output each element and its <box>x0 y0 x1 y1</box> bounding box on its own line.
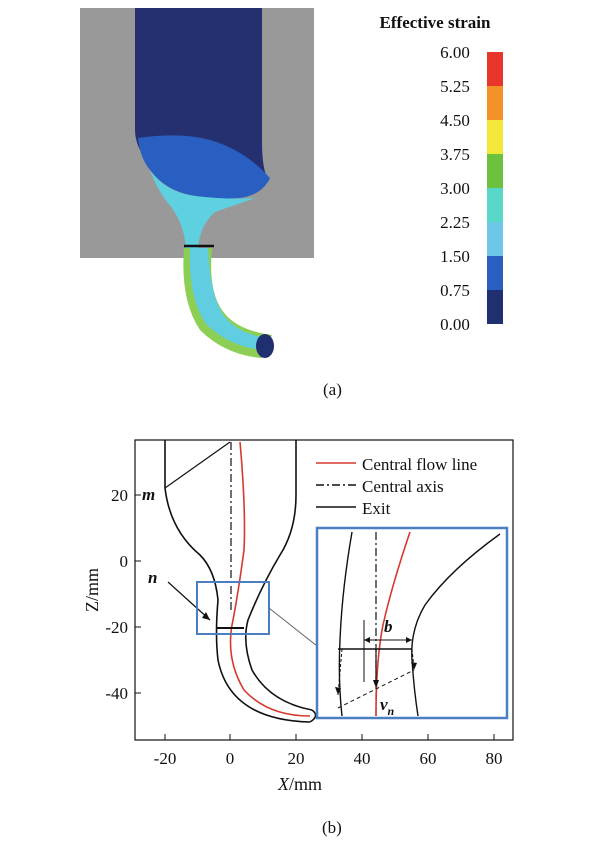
y-tick-label: 0 <box>120 552 129 571</box>
colorbar-tick-label: 4.50 <box>440 111 470 130</box>
velocity-arrowhead-center <box>373 680 379 688</box>
colorbar-segment <box>487 120 503 154</box>
billet-transition-zone <box>138 135 270 199</box>
x-tick-label: 40 <box>354 749 371 768</box>
velocity-arrowhead-right <box>411 662 417 670</box>
x-tick-label: 80 <box>486 749 503 768</box>
colorbar-tick-label: 0.00 <box>440 315 470 334</box>
panel-b-flow-diagram: -20 0 20 40 60 80 20 0 -20 -40 X/mm Z/mm… <box>82 439 514 794</box>
label-m: m <box>142 485 155 504</box>
billet-funnel-zone <box>150 170 255 248</box>
x-axis-label: X/mm <box>277 774 322 794</box>
inset-left-wall <box>338 531 353 717</box>
legend-label-flow: Central flow line <box>362 455 477 474</box>
velocity-profile-line <box>337 669 415 709</box>
label-b: b <box>384 617 393 636</box>
b-arrow-left <box>364 637 370 643</box>
velocity-arrowhead-left <box>335 687 341 695</box>
axis-ticks <box>135 494 495 740</box>
x-tick-label: 60 <box>420 749 437 768</box>
y-axis-label: Z/mm <box>82 568 102 612</box>
inset-right-wall <box>411 533 501 717</box>
colorbar-tick-label: 3.75 <box>440 145 470 164</box>
exit-cap <box>309 709 317 723</box>
b-arrow-right <box>406 637 412 643</box>
colorbar-segment <box>487 188 503 222</box>
colorbar-tick-label: 1.50 <box>440 247 470 266</box>
colorbar-tick-label: 3.00 <box>440 179 470 198</box>
legend-label-axis: Central axis <box>362 477 444 496</box>
central-flow-line <box>229 441 311 717</box>
colorbar-tick-label: 5.25 <box>440 77 470 96</box>
legend-title: Effective strain <box>380 13 491 32</box>
colorbar-segment <box>487 86 503 120</box>
n-pointer-head <box>202 612 210 620</box>
extrudate-core <box>189 248 268 350</box>
colorbar-segment <box>487 256 503 290</box>
legend-label-exit: Exit <box>362 499 391 518</box>
m-line <box>164 441 231 489</box>
colorbar-segment <box>487 154 503 188</box>
zoom-connector <box>268 607 318 647</box>
extrudate-exit-face <box>256 334 274 358</box>
n-pointer <box>167 581 211 621</box>
inset-detail: b vn <box>315 526 509 720</box>
colorbar-tick-label: 2.25 <box>440 213 470 232</box>
plot-frame <box>134 439 514 741</box>
label-vn: vn <box>380 695 395 718</box>
caption-b: (b) <box>322 818 342 837</box>
y-tick-label: -40 <box>105 684 128 703</box>
caption-a: (a) <box>323 380 342 399</box>
outer-profile-left <box>164 440 311 723</box>
zoom-region <box>196 581 270 635</box>
label-n: n <box>148 568 157 587</box>
panel-a-simulation: Effective strain 6.00 5.25 4.50 3.75 3.00 2.2… <box>80 8 503 358</box>
colorbar-segment <box>487 290 503 324</box>
y-tick-label: 20 <box>111 486 128 505</box>
strain-colorbar <box>487 52 503 324</box>
inset-frame <box>315 526 509 720</box>
colorbar-segment <box>487 52 503 86</box>
x-tick-label: -20 <box>154 749 177 768</box>
colorbar-tick-label: 0.75 <box>440 281 470 300</box>
x-tick-label: 0 <box>226 749 235 768</box>
colorbar-segment <box>487 222 503 256</box>
strain-colorbar-ticks: 6.00 5.25 4.50 3.75 3.00 2.25 1.50 0.75 0.00 <box>440 43 470 334</box>
y-tick-label: -20 <box>105 618 128 637</box>
velocity-arrow-left <box>337 648 343 696</box>
outer-profile-right <box>244 440 313 711</box>
x-tick-label: 20 <box>288 749 305 768</box>
colorbar-tick-label: 6.00 <box>440 43 470 62</box>
